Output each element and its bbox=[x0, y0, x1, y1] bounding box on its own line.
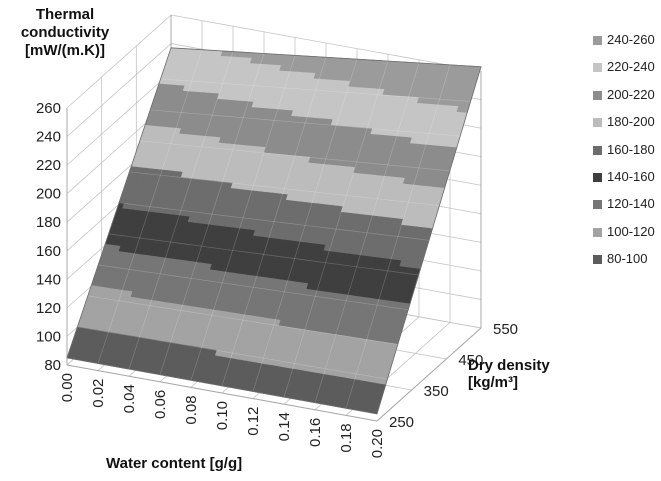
z-tick-label: 240 bbox=[36, 129, 61, 146]
surface-mesh-line bbox=[150, 109, 461, 137]
surface-mesh-line bbox=[314, 62, 420, 403]
legend-item: 80-100 bbox=[593, 247, 659, 274]
legend-label: 80-100 bbox=[607, 251, 648, 267]
z-axis-title: Thermal conductivity [mW/(m.K)] bbox=[6, 6, 124, 60]
x-tick-label: 0.20 bbox=[369, 429, 386, 458]
legend-item: 160-180 bbox=[593, 138, 659, 165]
x-axis-title: Water content [g/g] bbox=[106, 455, 243, 472]
surface-mesh-line bbox=[345, 64, 451, 409]
legend-swatch bbox=[593, 90, 602, 100]
z-tick-label: 100 bbox=[36, 328, 61, 345]
legend-item: 220-240 bbox=[593, 55, 659, 82]
legend-swatch bbox=[593, 172, 602, 182]
legend-label: 120-140 bbox=[607, 196, 655, 212]
x-tick-label: 0.00 bbox=[59, 373, 76, 402]
legend-label: 220-240 bbox=[607, 59, 655, 75]
z-tick-label: 200 bbox=[36, 186, 61, 203]
legend-item: 200-220 bbox=[593, 83, 659, 110]
legend-item: 100-120 bbox=[593, 220, 659, 247]
legend-label: 240-260 bbox=[607, 32, 655, 47]
z-tick-label: 260 bbox=[36, 100, 61, 117]
legend-swatch bbox=[593, 200, 602, 210]
legend-swatch bbox=[593, 145, 602, 155]
x-tick-label: 0.06 bbox=[152, 390, 169, 419]
z-tick-label: 180 bbox=[36, 214, 61, 231]
surface-mesh-line bbox=[97, 49, 203, 364]
z-tick-label: 120 bbox=[36, 300, 61, 317]
z-axis-title-line-2: conductivity bbox=[20, 24, 110, 41]
legend-label: 140-160 bbox=[607, 168, 655, 184]
surface-mesh-line bbox=[87, 295, 398, 345]
y-tick-label: 250 bbox=[389, 414, 414, 431]
legend-swatch bbox=[593, 36, 602, 45]
surface-mesh-line bbox=[118, 202, 430, 241]
z-axis-title-line-3: [mW/(m.K)] bbox=[25, 42, 105, 59]
surface-mesh-line bbox=[283, 60, 389, 398]
surface-mesh-line bbox=[139, 140, 450, 172]
x-tick-label: 0.10 bbox=[214, 401, 231, 430]
surface-mesh-line bbox=[160, 78, 471, 102]
surface-mesh-line bbox=[190, 55, 296, 381]
y-tick-label: 450 bbox=[458, 352, 483, 369]
axis-edge bbox=[376, 327, 482, 422]
surface-mesh-line bbox=[221, 57, 327, 387]
legend-swatch bbox=[593, 255, 602, 265]
legend-swatch bbox=[593, 227, 602, 237]
surface-mesh-line bbox=[98, 264, 409, 311]
x-tick-label: 0.08 bbox=[183, 395, 200, 424]
side-wall-gridline bbox=[66, 43, 172, 137]
legend-label: 160-180 bbox=[607, 141, 655, 157]
surface-mesh-line bbox=[159, 53, 265, 375]
x-tick-label: 0.02 bbox=[90, 379, 107, 408]
x-tick-label: 0.18 bbox=[338, 423, 355, 452]
y-tick-label: 350 bbox=[424, 383, 449, 400]
side-wall-gridline bbox=[66, 71, 172, 166]
z-tick-label: 80 bbox=[44, 357, 61, 374]
x-tick-label: 0.04 bbox=[121, 384, 138, 413]
z-tick-label: 220 bbox=[36, 157, 61, 174]
y-axis-title: Dry density [kg/m³] bbox=[468, 357, 550, 391]
legend: 240-260 220-240 200-220 180-200 160-180 140-1… bbox=[593, 28, 659, 275]
surface-mesh-line bbox=[129, 171, 440, 206]
surface-outline bbox=[66, 47, 482, 415]
y-axis-title-line-1: Dry density bbox=[468, 357, 550, 374]
y-axis-title-line-2: [kg/m³] bbox=[468, 374, 518, 391]
surface-mesh bbox=[66, 47, 482, 415]
legend-swatch bbox=[593, 63, 602, 73]
y-tick-label: 550 bbox=[493, 321, 518, 338]
legend-label: 200-220 bbox=[607, 86, 655, 102]
legend-label: 100-120 bbox=[607, 223, 655, 239]
surface-mesh-line bbox=[77, 326, 388, 380]
surface-mesh-line bbox=[252, 59, 358, 392]
x-tick-label: 0.14 bbox=[276, 412, 293, 441]
legend-item: 240-260 bbox=[593, 28, 659, 55]
z-tick-label: 140 bbox=[36, 271, 61, 288]
tick-labels: 80 100 120 140 160 180 200 220 240 260 0.00 0.02 0.0… bbox=[36, 100, 518, 458]
axis-edge bbox=[66, 364, 378, 422]
x-tick-label: 0.12 bbox=[245, 407, 262, 436]
z-tick-label: 160 bbox=[36, 243, 61, 260]
side-wall-gridline bbox=[66, 14, 172, 109]
x-tick-label: 0.16 bbox=[307, 418, 324, 447]
legend-label: 180-200 bbox=[607, 114, 655, 130]
legend-swatch bbox=[593, 118, 602, 128]
legend-item: 140-160 bbox=[593, 165, 659, 192]
z-axis-title-line-1: Thermal bbox=[35, 6, 95, 23]
legend-item: 120-140 bbox=[593, 192, 659, 219]
surface-layer bbox=[66, 47, 482, 415]
surface-mesh-line bbox=[108, 233, 419, 276]
surface-mesh-line bbox=[128, 51, 234, 370]
legend-item: 180-200 bbox=[593, 110, 659, 137]
